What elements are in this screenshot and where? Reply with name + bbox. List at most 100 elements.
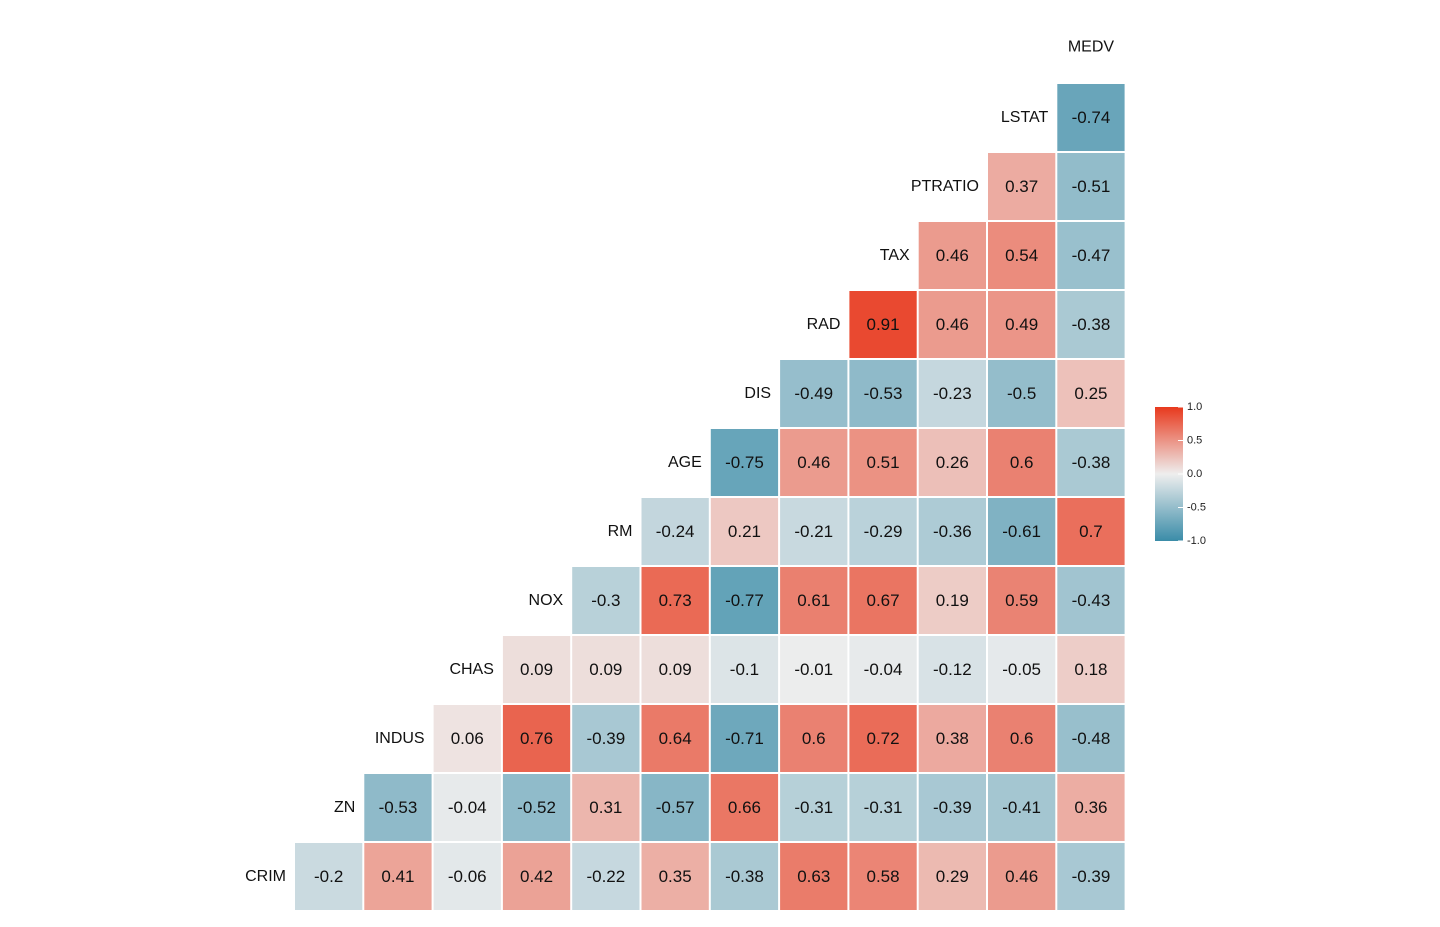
cell-value-label: 0.59 — [1005, 591, 1038, 610]
cell-value-label: 0.7 — [1079, 522, 1103, 541]
cell-value-label: -0.47 — [1072, 246, 1111, 265]
heatmap-cell-tax-age — [849, 429, 917, 496]
heatmap-cell-nox-indus — [502, 705, 571, 772]
cell-value-label: 0.21 — [728, 522, 761, 541]
heatmap-cell-medv-indus — [1057, 705, 1125, 772]
heatmap-cell-ptratio-zn — [918, 774, 986, 841]
legend-tick-label: 0.0 — [1187, 468, 1202, 480]
cell-value-label: -0.53 — [379, 798, 418, 817]
cell-value-label: -0.41 — [1002, 798, 1041, 817]
heatmap-cell-lstat-rm — [988, 498, 1056, 565]
cell-value-label: -0.1 — [730, 660, 759, 679]
heatmap-cell-lstat-indus — [988, 705, 1056, 772]
cell-value-label: 0.6 — [1010, 453, 1034, 472]
heatmap-cell-lstat-dis — [988, 360, 1056, 427]
cell-value-label: 0.63 — [797, 867, 830, 886]
heatmap-cell-dis-indus — [710, 705, 779, 772]
cell-value-label: 0.67 — [867, 591, 900, 610]
heatmap-cell-indus-zn — [364, 774, 432, 841]
cell-value-label: -0.39 — [933, 798, 972, 817]
heatmap-cell-medv-tax — [1057, 222, 1125, 289]
variable-label-chas: CHAS — [449, 661, 493, 678]
cell-value-label: -0.05 — [1002, 660, 1041, 679]
heatmap-cell-ptratio-crim — [918, 843, 986, 910]
heatmap-cell-medv-lstat — [1057, 84, 1125, 151]
cell-value-label: 0.76 — [520, 729, 553, 748]
heatmap-cell-rad-crim — [780, 843, 848, 910]
variable-labels: CRIM ZN INDUS CHAS NOX RM AGE DIS RAD TAX PTRATIO L… — [245, 39, 1114, 885]
cell-value-label: 0.38 — [936, 729, 969, 748]
variable-label-rad: RAD — [807, 316, 841, 333]
cell-value-label: -0.12 — [933, 660, 972, 679]
cell-value-label: 0.26 — [936, 453, 969, 472]
heatmap-cell-medv-age — [1057, 429, 1125, 496]
cell-value-label: -0.39 — [586, 729, 625, 748]
cell-value-label: 0.06 — [451, 729, 484, 748]
variable-label-ptratio: PTRATIO — [911, 178, 979, 195]
heatmap-cell-chas-zn — [433, 774, 501, 841]
variable-label-indus: INDUS — [375, 730, 425, 747]
cell-value-label: -0.31 — [794, 798, 833, 817]
cell-value-label: 0.35 — [659, 867, 692, 886]
heatmap-cell-medv-crim — [1057, 843, 1125, 910]
heatmap-cell-age-crim — [641, 843, 709, 910]
cell-value-label: 0.72 — [867, 729, 900, 748]
legend-tick-label: -0.5 — [1187, 502, 1206, 514]
heatmap-cell-ptratio-tax — [918, 222, 986, 289]
heatmap-cell-age-indus — [641, 705, 709, 772]
heatmap-cell-tax-zn — [849, 774, 917, 841]
heatmap-cell-nox-crim — [502, 843, 571, 910]
cell-value-label: 0.6 — [802, 729, 826, 748]
variable-label-age: AGE — [668, 454, 702, 471]
heatmap-cell-dis-crim — [710, 843, 779, 910]
cell-value-label: 0.29 — [936, 867, 969, 886]
variable-label-rm: RM — [608, 523, 633, 540]
heatmap-cell-ptratio-indus — [918, 705, 986, 772]
heatmap-cell-lstat-zn — [988, 774, 1056, 841]
cell-value-label: 0.64 — [659, 729, 692, 748]
cell-value-label: 0.09 — [589, 660, 622, 679]
heatmap-cell-ptratio-dis — [918, 360, 986, 427]
heatmap-cell-lstat-age — [988, 429, 1056, 496]
cell-value-label: 0.46 — [1005, 867, 1038, 886]
cell-value-label: -0.48 — [1072, 729, 1111, 748]
heatmap-cell-dis-chas — [710, 636, 779, 703]
heatmap-cell-rm-chas — [572, 636, 640, 703]
cell-value-label: 0.58 — [867, 867, 900, 886]
cell-value-label: 0.6 — [1010, 729, 1034, 748]
variable-label-nox: NOX — [529, 592, 564, 609]
heatmap-cell-lstat-tax — [988, 222, 1056, 289]
cell-value-label: -0.5 — [1007, 384, 1036, 403]
heatmap-cell-rad-chas — [780, 636, 848, 703]
cell-value-label: -0.24 — [656, 522, 695, 541]
cell-value-label: 0.09 — [520, 660, 553, 679]
heatmap-cell-rad-nox — [780, 567, 848, 634]
cell-value-label: -0.23 — [933, 384, 972, 403]
cell-value-label: -0.57 — [656, 798, 695, 817]
cell-value-label: 0.46 — [936, 315, 969, 334]
heatmap-cell-lstat-ptratio — [988, 153, 1056, 220]
variable-label-dis: DIS — [744, 385, 771, 402]
heatmap-cell-age-zn — [641, 774, 709, 841]
heatmap-cell-rm-nox — [572, 567, 640, 634]
cell-value-label: 0.91 — [867, 315, 900, 334]
cell-value-label: 0.37 — [1005, 177, 1038, 196]
cell-value-label: -0.43 — [1072, 591, 1111, 610]
heatmap-cells: -0.2 0.41 -0.53 -0.06 -0.04 0.06 0.42 -0.52 0.76… — [295, 84, 1125, 910]
heatmap-cell-ptratio-rad — [918, 291, 986, 358]
cell-value-label: -0.21 — [794, 522, 833, 541]
heatmap-cell-dis-age — [710, 429, 779, 496]
variable-label-lstat: LSTAT — [1001, 109, 1049, 126]
cell-value-label: -0.31 — [864, 798, 903, 817]
cell-value-label: 0.61 — [797, 591, 830, 610]
cell-value-label: -0.49 — [794, 384, 833, 403]
heatmap-cell-lstat-crim — [988, 843, 1056, 910]
cell-value-label: 0.36 — [1074, 798, 1107, 817]
cell-value-label: -0.71 — [725, 729, 764, 748]
cell-value-label: -0.51 — [1072, 177, 1111, 196]
cell-value-label: 0.25 — [1074, 384, 1107, 403]
heatmap-cell-ptratio-rm — [918, 498, 986, 565]
cell-value-label: -0.06 — [448, 867, 487, 886]
cell-value-label: -0.2 — [314, 867, 343, 886]
heatmap-cell-rad-dis — [780, 360, 848, 427]
